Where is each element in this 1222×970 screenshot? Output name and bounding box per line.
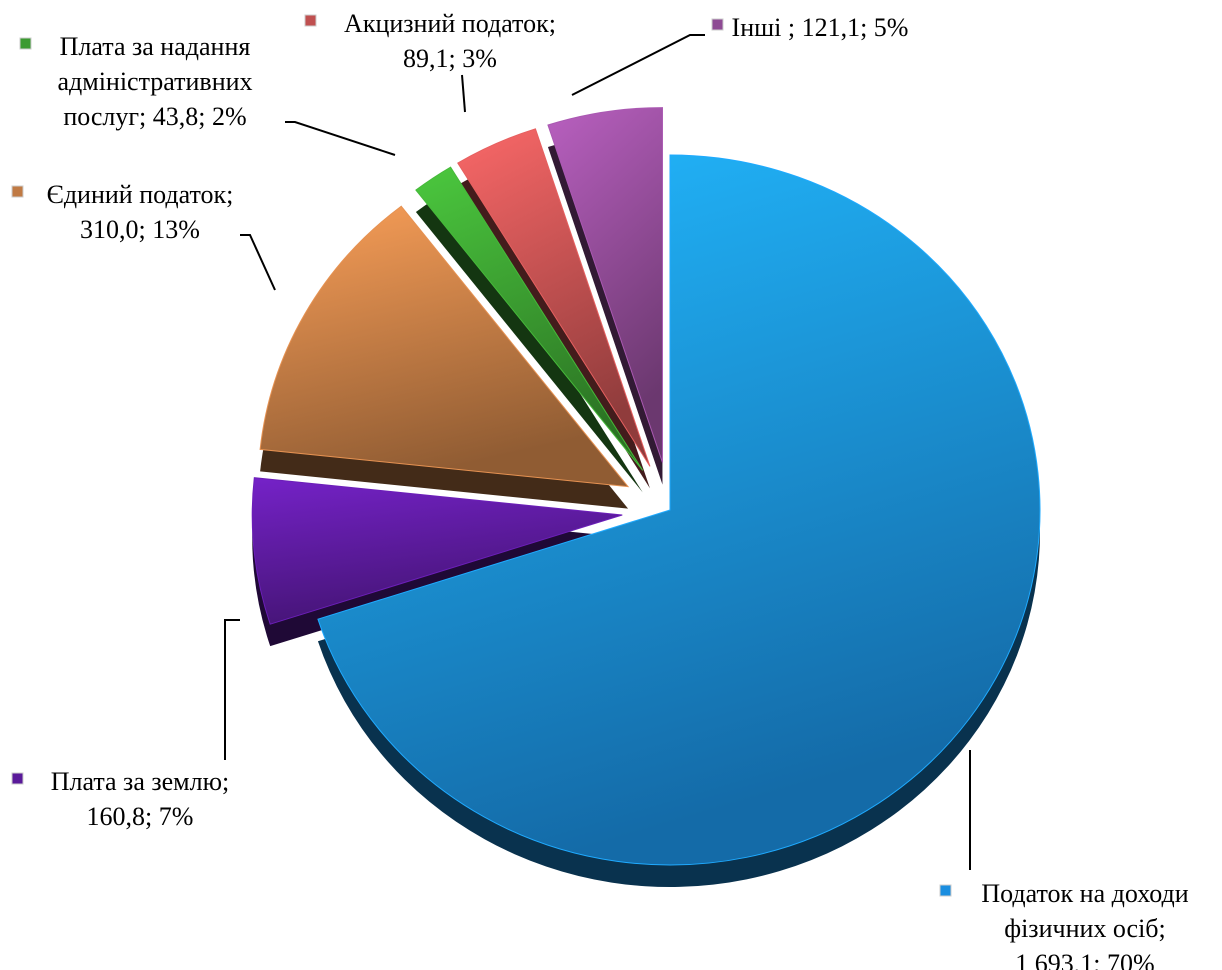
- slice: [547, 107, 663, 463]
- data-label: 160,8; 7%: [87, 802, 194, 831]
- data-label: послуг; 43,8; 2%: [63, 102, 246, 131]
- data-label: Єдиний податок;: [47, 180, 234, 209]
- data-label: Акцизний податок;: [344, 9, 556, 38]
- leader-line: [285, 121, 396, 156]
- data-label: Плата за надання: [60, 32, 251, 61]
- slices: [251, 107, 1041, 887]
- label-marker: [19, 37, 32, 50]
- data-label: 89,1; 3%: [403, 44, 497, 73]
- data-label: 1 693,1; 70%: [1015, 949, 1154, 970]
- data-label: фізичних осіб;: [1004, 914, 1166, 943]
- data-label: адміністративних: [57, 67, 252, 96]
- data-label: Плата за землю;: [51, 767, 230, 796]
- label-marker: [304, 14, 317, 27]
- slice: [317, 154, 1041, 866]
- leader-line: [224, 619, 240, 760]
- label-marker: [11, 772, 24, 785]
- label-marker: [11, 185, 24, 198]
- leader-line: [240, 234, 276, 291]
- slice: [259, 205, 630, 488]
- slice: [251, 477, 623, 625]
- data-label: 310,0; 13%: [80, 215, 200, 244]
- slice: [415, 166, 644, 471]
- leader-line: [571, 34, 705, 96]
- label-marker: [939, 884, 952, 897]
- slice: [457, 128, 651, 467]
- data-label: Податок на доходи: [981, 879, 1188, 908]
- leader-lines: [224, 34, 971, 870]
- label-marker: [711, 18, 724, 31]
- data-label: Інші ; 121,1; 5%: [732, 13, 909, 42]
- leader-line: [461, 74, 466, 113]
- slice-side: [415, 189, 643, 493]
